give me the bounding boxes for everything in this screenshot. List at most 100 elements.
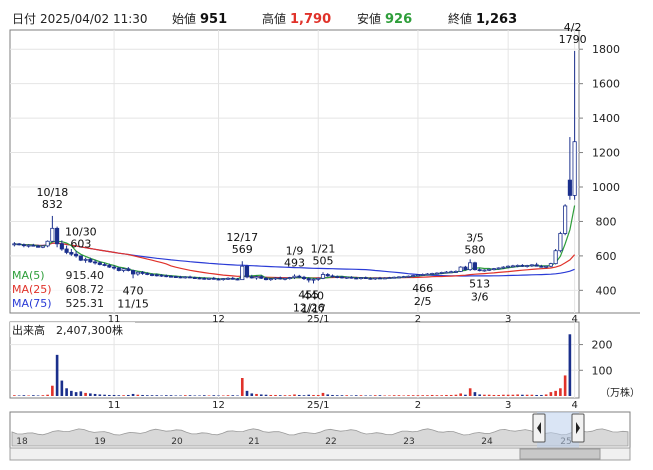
svg-text:1/21: 1/21 [311, 242, 336, 255]
candle [434, 272, 439, 275]
candle [301, 275, 307, 280]
svg-text:2/5: 2/5 [414, 295, 432, 308]
volume-bar [131, 393, 135, 396]
candle [159, 274, 164, 277]
volume-bar [307, 394, 311, 396]
volume-axis: 100 200 [579, 339, 613, 377]
volume-bar [411, 395, 415, 396]
volume-bar [112, 394, 116, 396]
time-tick-label: 12 [212, 314, 225, 325]
period-navigator[interactable]: 1819202122232425 [9, 411, 631, 461]
volume-bar [492, 394, 496, 396]
candle [373, 277, 378, 280]
navigator-right-handle[interactable] [571, 413, 585, 443]
volume-bar [74, 392, 78, 396]
candle [216, 277, 221, 281]
ma25-label: MA(25) [12, 283, 52, 296]
candle [548, 262, 553, 268]
candle [263, 276, 269, 281]
candle [463, 265, 468, 271]
volume-bar [525, 394, 529, 396]
volume-bar [563, 375, 567, 396]
candle [287, 276, 292, 280]
candle [534, 262, 539, 267]
volume-title: 出来高 [12, 323, 45, 337]
volume-gridlines [10, 344, 579, 371]
candle [363, 276, 368, 279]
time-tick-label: 2 [415, 314, 421, 325]
candle [88, 257, 93, 263]
navigator-scrollbar[interactable] [9, 447, 631, 461]
volume-bar [255, 393, 258, 396]
volume-bar [335, 395, 339, 396]
navigator-scroll-thumb[interactable] [519, 448, 601, 460]
svg-text:832: 832 [42, 198, 63, 211]
candle [563, 204, 568, 236]
volume-bar [364, 395, 368, 396]
candle [59, 240, 64, 251]
volume-bar [468, 388, 472, 396]
volume-bar [65, 388, 68, 396]
volume-bar [269, 394, 273, 396]
candle [202, 277, 207, 280]
volume-bar [383, 395, 387, 396]
volume-bar [93, 393, 97, 396]
volume-bar [183, 395, 187, 396]
volume-bar [397, 395, 401, 396]
candle [135, 271, 140, 276]
volume-time-tick-label: 25/1 [307, 400, 329, 411]
svg-text:12/17: 12/17 [226, 231, 258, 244]
svg-text:580: 580 [464, 244, 485, 257]
candle [415, 274, 421, 277]
price-tick-label: 400 [596, 284, 617, 297]
volume-bar [407, 395, 410, 396]
price-tick-label: 600 [596, 250, 617, 263]
volume-bar [198, 395, 201, 396]
volume-time-tick-label: 2 [415, 400, 421, 411]
volume-bar [535, 394, 538, 396]
candle [496, 267, 501, 270]
volume-bar [179, 395, 182, 396]
candle [420, 273, 425, 276]
candle [406, 275, 411, 278]
candle [525, 264, 530, 268]
volume-bar [41, 395, 45, 396]
navigator-left-handle[interactable] [532, 413, 546, 443]
candle [396, 276, 402, 279]
volume-bar [165, 395, 168, 396]
svg-text:3/6: 3/6 [471, 290, 489, 303]
candle [107, 263, 112, 268]
candle [330, 274, 335, 278]
candle [273, 277, 278, 280]
candle [55, 226, 60, 248]
volume-bar [302, 395, 306, 396]
candle [368, 277, 373, 280]
volume-bar [264, 394, 268, 396]
price-axis: 400 600 800 1000 1200 1400 1600 1800 [579, 43, 620, 297]
volume-bar [321, 392, 325, 396]
volume-bar [240, 378, 244, 396]
time-tick-label: 11 [108, 314, 121, 325]
ma-legend: MA(5) 915.40 MA(25) 608.72 MA(75) 525.31 [11, 266, 106, 310]
candle [325, 273, 330, 277]
candle [567, 137, 572, 200]
candle [221, 278, 226, 281]
candle [45, 240, 50, 248]
volume-bar [373, 395, 377, 396]
candle [259, 275, 264, 279]
candle [211, 276, 216, 280]
candle [40, 245, 45, 249]
candle [121, 267, 126, 273]
chevron-left-icon [537, 422, 541, 434]
price-tick-label: 1000 [592, 181, 620, 194]
volume-panel-frame [9, 321, 580, 399]
volume-bar [340, 395, 344, 396]
candle [425, 273, 430, 276]
svg-text:513: 513 [469, 277, 490, 290]
volume-bar [17, 395, 21, 396]
ohlc-header: 日付 2025/04/02 11:30 始値 951 高値 1,790 安値 9… [12, 11, 517, 27]
svg-text:4/2: 4/2 [564, 21, 582, 34]
